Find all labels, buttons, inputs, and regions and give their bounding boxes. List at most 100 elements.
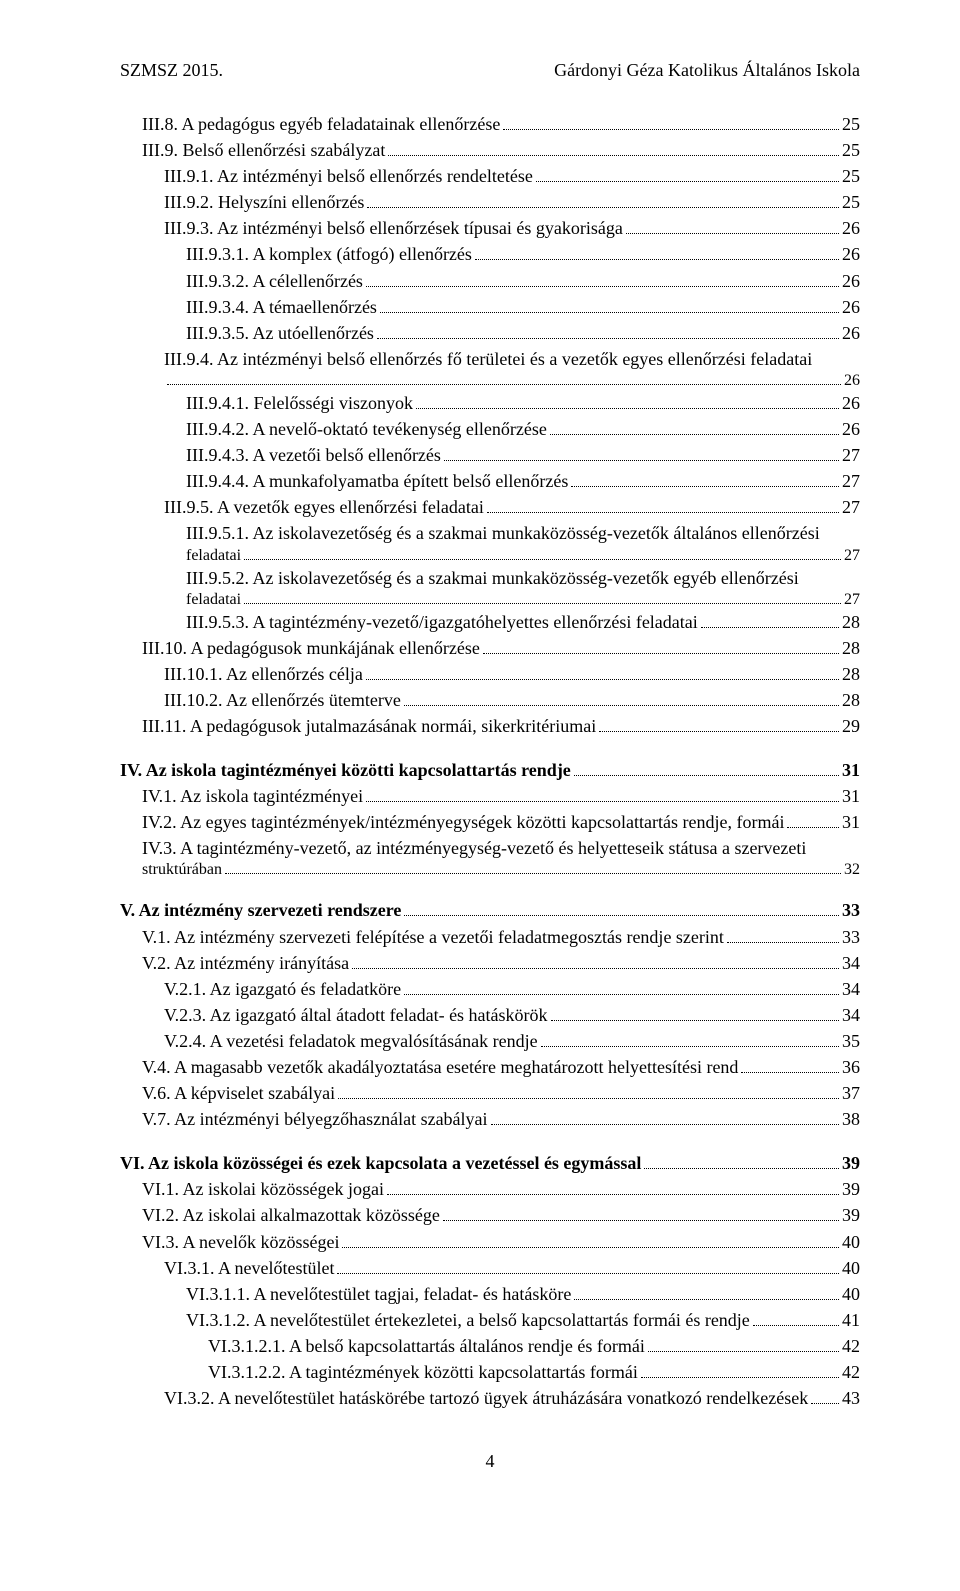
toc-entry: III.11. A pedagógusok jutalmazásának nor… [120, 713, 860, 739]
toc-label: III.9.3.1. A komplex (átfogó) ellenőrzés [186, 241, 472, 267]
toc-page-number: 38 [842, 1106, 860, 1132]
toc-page-number: 27 [842, 468, 860, 494]
toc-entry: IV.2. Az egyes tagintézmények/intézménye… [120, 809, 860, 835]
toc-page-number: 25 [842, 111, 860, 137]
toc-entry: V.2.3. Az igazgató által átadott feladat… [120, 1002, 860, 1028]
toc-leader-dots [483, 653, 839, 654]
toc-label: III.9. Belső ellenőrzési szabályzat [142, 137, 385, 163]
toc-leader-dots [574, 775, 839, 776]
toc-entry-continuation: 26 [120, 372, 860, 390]
toc-leader-dots [377, 338, 839, 339]
toc-entry: VI.3.2. A nevelőtestület hatáskörébe tar… [120, 1385, 860, 1411]
toc-label: V.4. A magasabb vezetők akadályoztatása … [142, 1054, 738, 1080]
toc-entry: III.9.5.2. Az iskolavezetőség és a szakm… [120, 565, 860, 591]
toc-label: VI.3.1.1. A nevelőtestület tagjai, felad… [186, 1281, 571, 1307]
toc-label: V.2.3. Az igazgató által átadott feladat… [164, 1002, 548, 1028]
toc-leader-dots [551, 1020, 839, 1021]
toc-label: III.10. A pedagógusok munkájának ellenőr… [142, 635, 480, 661]
toc-page-number: 40 [842, 1281, 860, 1307]
toc-entry: III.10. A pedagógusok munkájának ellenőr… [120, 635, 860, 661]
toc-label: VI.3.2. A nevelőtestület hatáskörébe tar… [164, 1385, 808, 1411]
toc-page-number: 39 [842, 1176, 860, 1202]
toc-entry-continuation: struktúrában32 [120, 861, 860, 879]
toc-leader-dots [338, 1098, 839, 1099]
toc-page-number: 26 [842, 416, 860, 442]
toc-entry-continuation: feladatai 27 [120, 547, 860, 565]
toc-page-number: 40 [842, 1229, 860, 1255]
toc-entry: VI.2. Az iskolai alkalmazottak közössége… [120, 1202, 860, 1228]
toc-page-number: 26 [842, 215, 860, 241]
toc-page-number: 27 [844, 591, 860, 609]
toc-label: VI.3.1.2.2. A tagintézmények közötti kap… [208, 1359, 638, 1385]
toc-page-number: 26 [842, 268, 860, 294]
toc-leader-dots [571, 486, 839, 487]
toc-page-number: 27 [844, 547, 860, 565]
toc-label: III.9.3.4. A témaellenőrzés [186, 294, 377, 320]
toc-page-number: 27 [842, 494, 860, 520]
toc-label: V.2.4. A vezetési feladatok megvalósítás… [164, 1028, 538, 1054]
toc-leader-dots [574, 1299, 839, 1300]
toc-label: IV. Az iskola tagintézményei közötti kap… [120, 757, 571, 783]
toc-page-number: 35 [842, 1028, 860, 1054]
toc-leader-dots [475, 259, 839, 260]
toc-page-number: 42 [842, 1333, 860, 1359]
toc-label: V.7. Az intézményi bélyegzőhasználat sza… [142, 1106, 488, 1132]
toc-entry: VI.3.1. A nevelőtestület40 [120, 1255, 860, 1281]
toc-leader-dots [491, 1124, 839, 1125]
toc-leader-dots [366, 286, 839, 287]
toc-leader-dots [443, 1220, 839, 1221]
toc-leader-dots [741, 1072, 839, 1073]
toc-page-number: 31 [842, 809, 860, 835]
page-footer: 4 [120, 1451, 860, 1472]
toc-label: struktúrában [142, 861, 222, 879]
toc-entry: IV. Az iskola tagintézményei közötti kap… [120, 757, 860, 783]
toc-label: VI. Az iskola közösségei és ezek kapcsol… [120, 1150, 641, 1176]
toc-page-number: 37 [842, 1080, 860, 1106]
toc-entry: III.9. Belső ellenőrzési szabályzat25 [120, 137, 860, 163]
toc-entry: III.9.5.1. Az iskolavezetőség és a szakm… [120, 520, 860, 546]
toc-page-number: 25 [842, 163, 860, 189]
toc-entry: V.1. Az intézmény szervezeti felépítése … [120, 924, 860, 950]
toc-page-number: 41 [842, 1307, 860, 1333]
toc-leader-dots [352, 968, 839, 969]
toc-label: III.9.4.1. Felelősségi viszonyok [186, 390, 413, 416]
toc-page-number: 33 [842, 897, 860, 923]
toc-leader-dots [626, 233, 839, 234]
toc-leader-dots [550, 434, 839, 435]
toc-leader-dots [404, 915, 839, 916]
toc-page-number: 43 [842, 1385, 860, 1411]
toc-leader-dots [366, 801, 839, 802]
toc-label: III.9.4.4. A munkafolyamatba épített bel… [186, 468, 568, 494]
toc-label: VI.3. A nevelők közösségei [142, 1229, 339, 1255]
toc-label: feladatai [186, 547, 241, 565]
toc-leader-dots [404, 994, 839, 995]
toc-page-number: 25 [842, 189, 860, 215]
toc-entry: V.7. Az intézményi bélyegzőhasználat sza… [120, 1106, 860, 1132]
toc-label: III.8. A pedagógus egyéb feladatainak el… [142, 111, 500, 137]
toc-entry: VI.3.1.2. A nevelőtestület értekezletei,… [120, 1307, 860, 1333]
page-header: SZMSZ 2015. Gárdonyi Géza Katolikus Álta… [120, 60, 860, 81]
toc-label: III.9.4.2. A nevelő-oktató tevékenység e… [186, 416, 547, 442]
toc-entry: III.9.3. Az intézményi belső ellenőrzése… [120, 215, 860, 241]
toc-entry: III.9.4.4. A munkafolyamatba épített bel… [120, 468, 860, 494]
toc-entry: VI.3.1.1. A nevelőtestület tagjai, felad… [120, 1281, 860, 1307]
toc-label: V.6. A képviselet szabályai [142, 1080, 335, 1106]
toc-label: V.1. Az intézmény szervezeti felépítése … [142, 924, 724, 950]
toc-entry: III.9.1. Az intézményi belső ellenőrzés … [120, 163, 860, 189]
toc-label: VI.3.1.2. A nevelőtestület értekezletei,… [186, 1307, 750, 1333]
toc-entry: III.9.4.2. A nevelő-oktató tevékenység e… [120, 416, 860, 442]
toc-leader-dots [416, 408, 839, 409]
toc-entry: IV.1. Az iskola tagintézményei31 [120, 783, 860, 809]
toc-leader-dots [367, 207, 839, 208]
toc-label: III.9.2. Helyszíni ellenőrzés [164, 189, 364, 215]
toc-page-number: 26 [842, 294, 860, 320]
toc-entry: V.2. Az intézmény irányítása34 [120, 950, 860, 976]
toc-entry: III.10.1. Az ellenőrzés célja28 [120, 661, 860, 687]
toc-entry: III.9.3.5. Az utóellenőrzés26 [120, 320, 860, 346]
toc-entry: III.9.3.2. A célellenőrzés26 [120, 268, 860, 294]
toc-entry: III.9.5. A vezetők egyes ellenőrzési fel… [120, 494, 860, 520]
toc-page-number: 26 [842, 320, 860, 346]
toc-label: III.9.5. A vezetők egyes ellenőrzési fel… [164, 494, 484, 520]
toc-leader-dots [701, 627, 839, 628]
toc-entry: VI.1. Az iskolai közösségek jogai39 [120, 1176, 860, 1202]
